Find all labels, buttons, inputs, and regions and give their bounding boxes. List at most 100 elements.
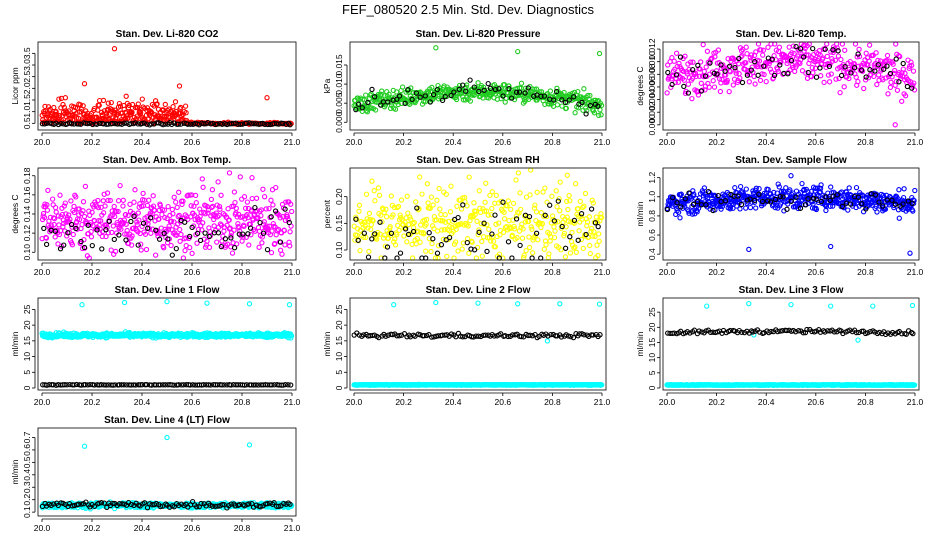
point-yellow [419, 191, 425, 197]
point-black [109, 120, 116, 127]
point-green [533, 86, 540, 92]
point-black [788, 57, 795, 64]
point-red [116, 100, 123, 107]
x-tick-label: 20.0 [659, 267, 676, 277]
point-yellow [573, 249, 579, 255]
point-black [813, 74, 820, 80]
point-yellow [486, 226, 492, 232]
point-black [793, 43, 799, 50]
point-magenta [80, 208, 86, 214]
point-black [121, 120, 127, 126]
point-magenta [215, 179, 221, 185]
y-tick-label: 0 [22, 385, 32, 390]
point-magenta [281, 227, 287, 234]
point-magenta [188, 203, 194, 209]
point-black [78, 238, 84, 245]
point-magenta [859, 68, 866, 74]
point-magenta [258, 213, 264, 219]
point-yellow [569, 229, 575, 236]
point-magenta [910, 68, 917, 74]
y-tick-label: 0.10 [334, 241, 344, 258]
point-magenta [231, 227, 237, 233]
point-magenta [140, 190, 146, 197]
point-black [863, 74, 869, 80]
point-red [106, 111, 112, 118]
y-tick-label: 1.0 [22, 105, 32, 117]
plot-frame [662, 41, 920, 131]
point-black [448, 92, 454, 99]
point-red [56, 112, 63, 119]
point-magenta [863, 50, 869, 56]
point-black [566, 97, 572, 103]
point-magenta [896, 70, 902, 76]
point-black [206, 233, 212, 240]
point-black [194, 230, 201, 237]
point-magenta [736, 71, 742, 77]
point-yellow [482, 199, 488, 205]
point-black [851, 65, 858, 71]
point-magenta [700, 41, 706, 48]
point-black [559, 97, 565, 103]
plot-frame [349, 41, 607, 131]
point-yellow [437, 206, 443, 212]
point-magenta [908, 59, 914, 65]
point-black [711, 70, 717, 76]
point-yellow [476, 188, 482, 194]
point-magenta [698, 80, 704, 86]
x-tick-label: 21.0 [594, 137, 611, 147]
point-yellow [541, 246, 547, 252]
point-magenta [107, 197, 113, 204]
point-black [139, 120, 145, 127]
point-green [372, 107, 379, 113]
y-tick-label: 20 [334, 320, 344, 330]
point-black [460, 202, 466, 208]
point-magenta [123, 211, 129, 218]
point-black [44, 120, 50, 126]
point-black [485, 80, 491, 87]
figure-title: FEF_080520 2.5 Min. Std. Dev. Diagnostic… [342, 2, 594, 17]
point-magenta [279, 251, 285, 257]
point-magenta [733, 68, 739, 74]
point-green [475, 80, 481, 86]
point-black [248, 121, 255, 127]
point-yellow [528, 167, 534, 173]
point-magenta [799, 68, 806, 74]
point-yellow [533, 209, 540, 215]
point-magenta [117, 182, 123, 189]
point-yellow [489, 189, 495, 195]
point-black [57, 246, 64, 252]
point-yellow [466, 174, 472, 180]
point-yellow [534, 189, 540, 195]
point-black [817, 65, 823, 71]
point-black [41, 225, 47, 232]
y-tick-label: 15 [334, 336, 344, 346]
point-magenta [258, 207, 264, 213]
point-magenta [270, 202, 276, 208]
point-yellow [366, 248, 372, 255]
point-black [41, 121, 48, 127]
point-black [187, 233, 193, 240]
point-magenta [908, 62, 915, 69]
point-green [563, 105, 569, 111]
point-black [785, 71, 791, 77]
point-magenta [200, 220, 206, 226]
point-black [405, 87, 411, 93]
point-red [117, 103, 124, 109]
point-magenta [194, 240, 200, 246]
y-axis-label: Licor ppm [10, 67, 20, 104]
point-magenta [128, 242, 135, 248]
point-yellow [515, 170, 522, 176]
point-black [365, 254, 372, 260]
point-magenta [273, 184, 279, 191]
point-yellow [409, 241, 415, 248]
point-black [151, 121, 157, 127]
point-magenta [690, 59, 696, 65]
point-magenta [760, 47, 767, 53]
point-black [522, 90, 528, 96]
point-yellow [428, 248, 434, 255]
point-black [394, 255, 400, 261]
point-magenta [665, 62, 671, 68]
point-black [132, 120, 139, 126]
point-yellow [483, 180, 489, 186]
